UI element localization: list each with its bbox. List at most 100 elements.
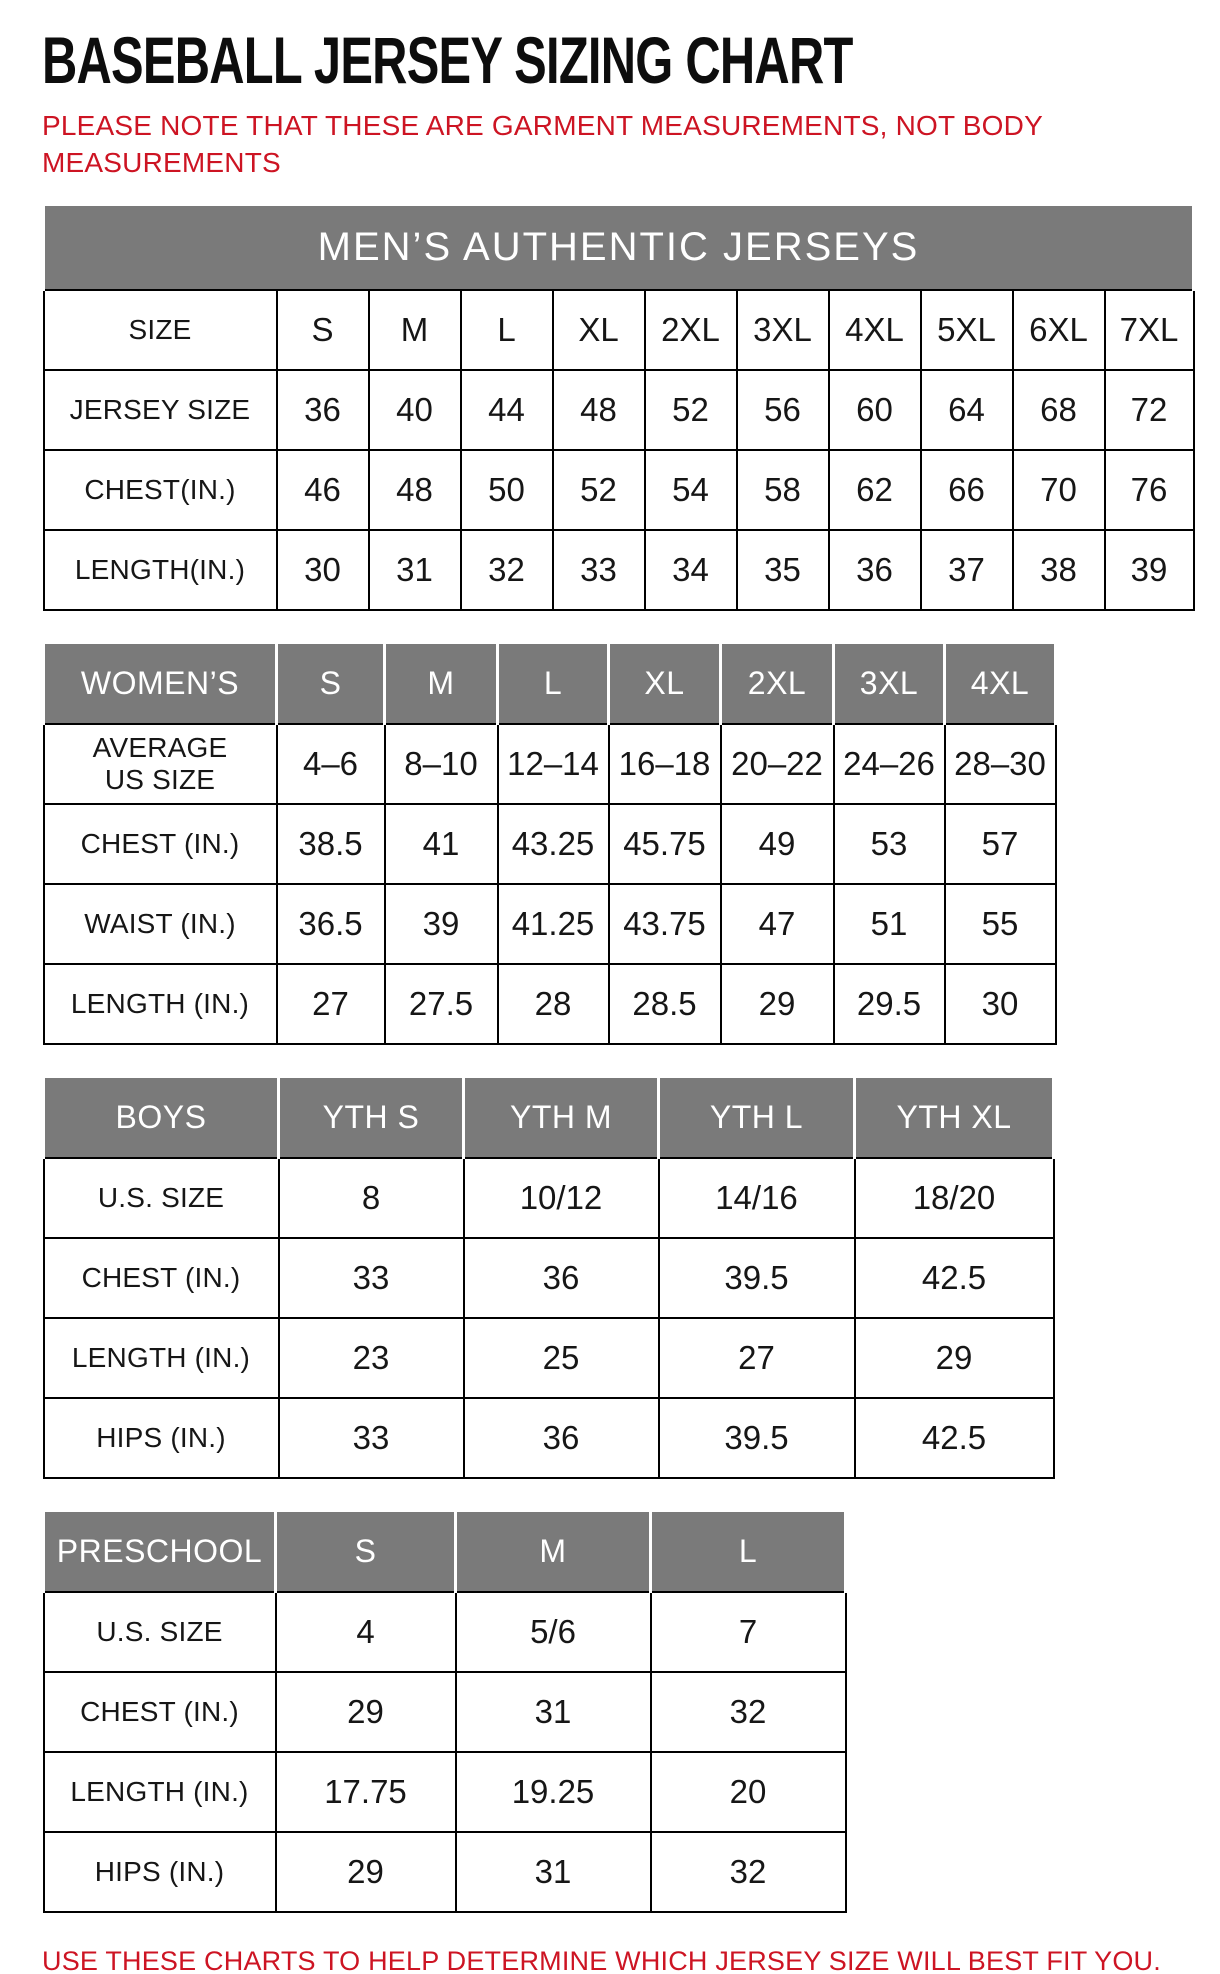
size-value-cell: S [275,289,370,372]
size-value-cell: 10/12 [462,1157,660,1240]
size-value-cell: 39.5 [657,1237,856,1320]
size-tables-container: MEN’S AUTHENTIC JERSEYS SIZE S M L XL 2XL 3XL 4X… [42,206,1200,1914]
size-value-cell: 19.25 [454,1751,652,1834]
size-value-cell: 52 [551,449,646,532]
size-value-cell: 50 [459,449,554,532]
size-header-cell: L [496,644,610,726]
size-value-cell: 54 [643,449,738,532]
table-row: CHEST (IN.) 38.5 41 43.25 45.75 49 53 57 [42,803,1057,886]
size-value-cell: 36 [462,1237,660,1320]
row-label-cell: JERSEY SIZE [42,369,278,452]
boys-header-row: BOYS YTH S YTH M YTH L YTH XL [42,1078,1055,1160]
size-value-cell: 52 [643,369,738,452]
table-row: CHEST (IN.) 29 31 32 [42,1671,847,1754]
table-row: LENGTH (IN.) 27 27.5 28 28.5 29 29.5 30 [42,963,1057,1046]
size-value-cell: 4XL [827,289,922,372]
size-value-cell: 31 [454,1831,652,1914]
size-value-cell: 8 [277,1157,465,1240]
row-label-cell: HIPS (IN.) [42,1397,280,1480]
boys-table: BOYS YTH S YTH M YTH L YTH XL U.S. SIZE 8 10/12… [42,1078,1055,1480]
size-value-cell: 47 [719,883,835,966]
size-value-cell: 27 [275,963,386,1046]
size-value-cell: 39 [1103,529,1195,612]
size-value-cell: 3XL [735,289,830,372]
size-value-cell: 28.5 [607,963,722,1046]
size-header-cell: L [649,1512,847,1594]
size-header-cell: YTH M [462,1078,660,1160]
size-header-cell: M [383,644,499,726]
size-value-cell: M [367,289,462,372]
row-label-cell: CHEST (IN.) [42,1671,277,1754]
size-value-cell: 57 [943,803,1057,886]
size-value-cell: 14/16 [657,1157,856,1240]
size-value-cell: 38.5 [275,803,386,886]
size-value-cell: 18/20 [853,1157,1055,1240]
row-label-cell: AVERAGE US SIZE [42,723,278,806]
row-label-cell: LENGTH (IN.) [42,1751,277,1834]
size-value-cell: 49 [719,803,835,886]
table-row: LENGTH (IN.) 17.75 19.25 20 [42,1751,847,1834]
row-label-cell: LENGTH (IN.) [42,1317,280,1400]
size-value-cell: 39.5 [657,1397,856,1480]
size-value-cell: 28–30 [943,723,1057,806]
size-value-cell: 33 [277,1237,465,1320]
size-value-cell: 2XL [643,289,738,372]
size-value-cell: 7XL [1103,289,1195,372]
table-row: LENGTH(IN.) 30 31 32 33 34 35 36 37 38 39 [42,529,1195,612]
size-value-cell: 4–6 [275,723,386,806]
size-value-cell: 62 [827,449,922,532]
size-value-cell: 31 [367,529,462,612]
size-value-cell: 41 [383,803,499,886]
size-header-cell: 2XL [719,644,835,726]
size-value-cell: 29 [274,1831,457,1914]
table-row: CHEST(IN.) 46 48 50 52 54 58 62 66 70 76 [42,449,1195,532]
table-row: LENGTH (IN.) 23 25 27 29 [42,1317,1055,1400]
table-row: U.S. SIZE 8 10/12 14/16 18/20 [42,1157,1055,1240]
size-value-cell: 56 [735,369,830,452]
size-value-cell: 43.75 [607,883,722,966]
size-value-cell: 37 [919,529,1014,612]
boys-header-label: BOYS [42,1078,280,1160]
womens-header-label: WOMEN’S [42,644,278,726]
size-value-cell: 76 [1103,449,1195,532]
size-value-cell: 38 [1011,529,1106,612]
size-value-cell: 55 [943,883,1057,966]
mens-banner-row: MEN’S AUTHENTIC JERSEYS [42,206,1195,292]
size-value-cell: 16–18 [607,723,722,806]
size-header-cell: XL [607,644,722,726]
size-value-cell: 25 [462,1317,660,1400]
size-value-cell: 5XL [919,289,1014,372]
size-value-cell: XL [551,289,646,372]
garment-measurement-note: PLEASE NOTE THAT THESE ARE GARMENT MEASU… [42,109,1043,179]
size-header-cell: M [454,1512,652,1594]
table-row: U.S. SIZE 4 5/6 7 [42,1591,847,1674]
size-value-cell: 32 [649,1831,847,1914]
size-value-cell: 32 [459,529,554,612]
size-value-cell: L [459,289,554,372]
size-value-cell: 12–14 [496,723,610,806]
size-value-cell: 29 [719,963,835,1046]
size-value-cell: 29 [853,1317,1055,1400]
size-value-cell: 5/6 [454,1591,652,1674]
size-value-cell: 36 [462,1397,660,1480]
row-label-cell: CHEST(IN.) [42,449,278,532]
row-label-cell: CHEST (IN.) [42,803,278,886]
size-value-cell: 36.5 [275,883,386,966]
size-value-cell: 68 [1011,369,1106,452]
size-value-cell: 41.25 [496,883,610,966]
size-value-cell: 29.5 [832,963,946,1046]
size-value-cell: 44 [459,369,554,452]
size-value-cell: 60 [827,369,922,452]
size-value-cell: 30 [943,963,1057,1046]
row-label-cell: SIZE [42,289,278,372]
size-value-cell: 70 [1011,449,1106,532]
size-value-cell: 45.75 [607,803,722,886]
table-row: SIZE S M L XL 2XL 3XL 4XL 5XL 6XL 7XL [42,289,1195,372]
size-value-cell: 31 [454,1671,652,1754]
size-header-cell: YTH S [277,1078,465,1160]
size-value-cell: 40 [367,369,462,452]
size-value-cell: 28 [496,963,610,1046]
page-title: BASEBALL JERSEY SIZING CHART [42,23,853,97]
row-label-cell: U.S. SIZE [42,1157,280,1240]
